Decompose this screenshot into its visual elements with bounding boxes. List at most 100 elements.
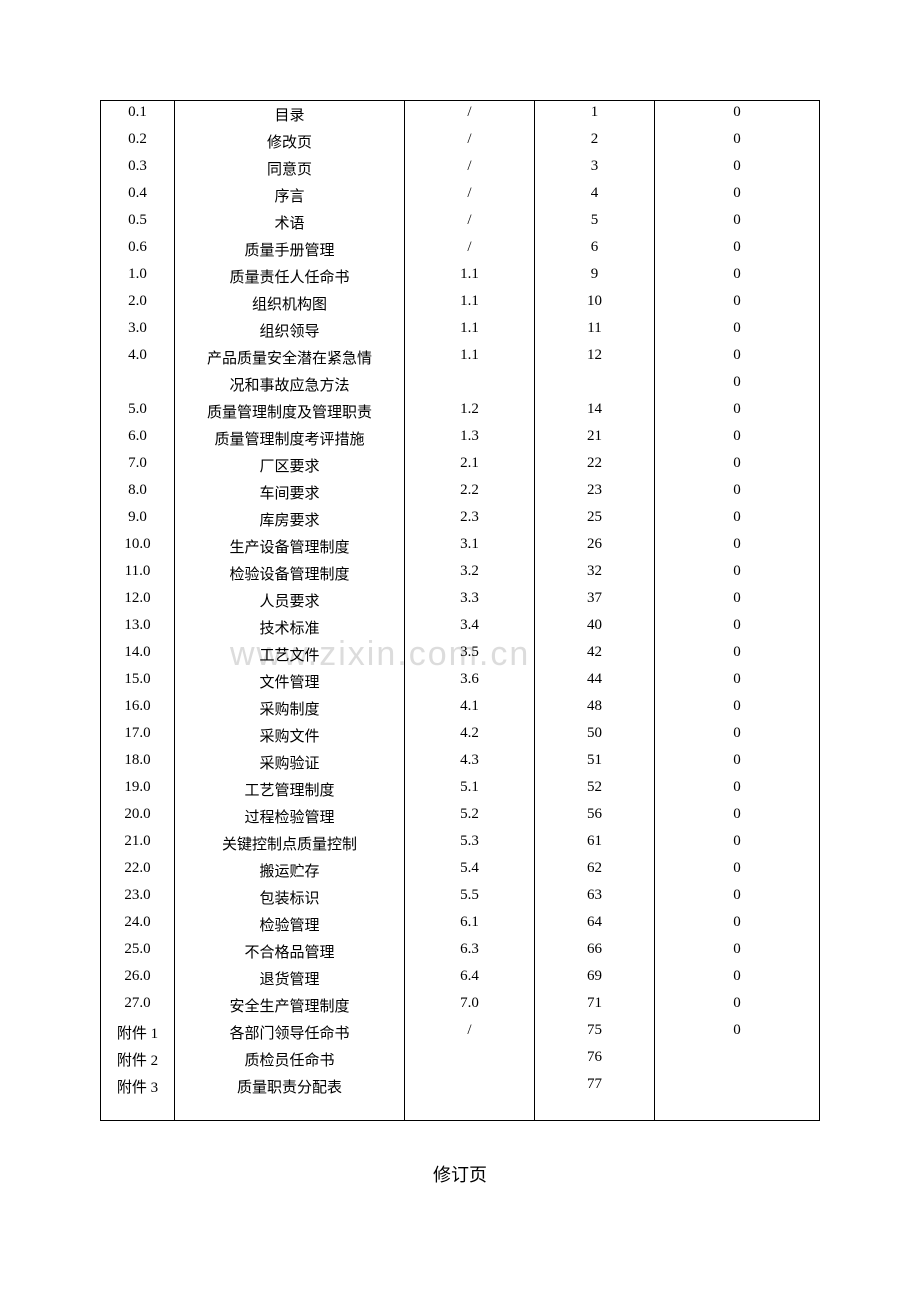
cell-page: 37: [535, 587, 655, 614]
cell-ref: 1.1: [405, 290, 535, 317]
cell-ref: 5.1: [405, 776, 535, 803]
cell-title: 检验设备管理制度: [175, 560, 405, 587]
cell-rev: 0: [655, 479, 819, 506]
table-row: 5.0质量管理制度及管理职责1.2140: [101, 398, 819, 425]
cell-page: 62: [535, 857, 655, 884]
table-row: 0.6质量手册管理/60: [101, 236, 819, 263]
cell-rev: 0: [655, 668, 819, 695]
cell-page: 44: [535, 668, 655, 695]
cell-page: 56: [535, 803, 655, 830]
cell-page: 75: [535, 1019, 655, 1046]
cell-section-number: 11.0: [101, 560, 175, 587]
cell-page: 2: [535, 128, 655, 155]
table-row: 20.0过程检验管理5.2560: [101, 803, 819, 830]
cell-page: 1: [535, 101, 655, 128]
cell-page: 22: [535, 452, 655, 479]
cell-section-number: 6.0: [101, 425, 175, 452]
cell-ref: 2.1: [405, 452, 535, 479]
cell-rev: 0: [655, 992, 819, 1019]
table-row: 22.0搬运贮存5.4620: [101, 857, 819, 884]
table-row: 0.2修改页/20: [101, 128, 819, 155]
cell-title: 退货管理: [175, 965, 405, 992]
cell-rev: 0: [655, 263, 819, 290]
cell-section-number: 14.0: [101, 641, 175, 668]
cell-section-number: 16.0: [101, 695, 175, 722]
cell-title: 组织领导: [175, 317, 405, 344]
cell-ref: 5.4: [405, 857, 535, 884]
cell-section-number: 13.0: [101, 614, 175, 641]
cell-section-number: 21.0: [101, 830, 175, 857]
cell-ref: [405, 1073, 535, 1100]
cell-ref: /: [405, 155, 535, 182]
cell-page: 71: [535, 992, 655, 1019]
cell-title: 质量职责分配表: [175, 1073, 405, 1100]
cell-ref: /: [405, 101, 535, 128]
cell-ref: 6.4: [405, 965, 535, 992]
cell-ref: 1.1: [405, 317, 535, 344]
cell-section-number: 0.6: [101, 236, 175, 263]
cell-ref: 5.2: [405, 803, 535, 830]
cell-page: 25: [535, 506, 655, 533]
table-row: 1.0质量责任人任命书1.190: [101, 263, 819, 290]
cell-ref: 2.2: [405, 479, 535, 506]
cell-ref: 4.2: [405, 722, 535, 749]
cell-rev: 0: [655, 317, 819, 344]
cell-page: 6: [535, 236, 655, 263]
table-row: 13.0技术标准3.4400: [101, 614, 819, 641]
cell-title: 人员要求: [175, 587, 405, 614]
cell-rev: 0: [655, 1019, 819, 1046]
cell-section-number: 25.0: [101, 938, 175, 965]
cell-ref: 3.3: [405, 587, 535, 614]
cell-ref: 5.3: [405, 830, 535, 857]
cell-rev: 0: [655, 398, 819, 425]
table-row: 11.0检验设备管理制度3.2320: [101, 560, 819, 587]
cell-page: [535, 371, 655, 398]
cell-title: 修改页: [175, 128, 405, 155]
cell-rev: 0: [655, 884, 819, 911]
cell-ref: /: [405, 128, 535, 155]
cell-title: 产品质量安全潜在紧急情: [175, 344, 405, 371]
cell-ref: 3.1: [405, 533, 535, 560]
cell-page: 64: [535, 911, 655, 938]
table-row: 25.0不合格品管理6.3660: [101, 938, 819, 965]
table-row: 14.0工艺文件3.5420: [101, 641, 819, 668]
cell-rev: 0: [655, 830, 819, 857]
page-title: 修订页: [100, 1161, 820, 1187]
cell-rev: 0: [655, 128, 819, 155]
cell-title: 各部门领导任命书: [175, 1019, 405, 1046]
cell-title: 安全生产管理制度: [175, 992, 405, 1019]
table-row: 10.0生产设备管理制度3.1260: [101, 533, 819, 560]
table-row: 27.0安全生产管理制度7.0710: [101, 992, 819, 1019]
cell-section-number: 26.0: [101, 965, 175, 992]
cell-page: 61: [535, 830, 655, 857]
cell-title: 搬运贮存: [175, 857, 405, 884]
cell-ref: 1.3: [405, 425, 535, 452]
cell-section-number: 5.0: [101, 398, 175, 425]
cell-ref: /: [405, 1019, 535, 1046]
cell-section-number: 1.0: [101, 263, 175, 290]
cell-section-number: 3.0: [101, 317, 175, 344]
cell-ref: 3.2: [405, 560, 535, 587]
cell-ref: 4.1: [405, 695, 535, 722]
table-row: 7.0厂区要求2.1220: [101, 452, 819, 479]
cell-page: 50: [535, 722, 655, 749]
cell-rev: 0: [655, 857, 819, 884]
cell-page: 42: [535, 641, 655, 668]
table-row: 21.0关键控制点质量控制5.3610: [101, 830, 819, 857]
cell-page: 10: [535, 290, 655, 317]
cell-title: 目录: [175, 101, 405, 128]
cell-page: 52: [535, 776, 655, 803]
cell-rev: 0: [655, 344, 819, 371]
cell-rev: 0: [655, 506, 819, 533]
cell-ref: 4.3: [405, 749, 535, 776]
cell-ref: 3.4: [405, 614, 535, 641]
table-row: 6.0质量管理制度考评措施1.3210: [101, 425, 819, 452]
cell-title: 检验管理: [175, 911, 405, 938]
cell-section-number: 19.0: [101, 776, 175, 803]
cell-ref: 5.5: [405, 884, 535, 911]
cell-section-number: 0.3: [101, 155, 175, 182]
cell-section-number: 10.0: [101, 533, 175, 560]
cell-rev: 0: [655, 938, 819, 965]
cell-rev: [655, 1073, 819, 1100]
cell-rev: 0: [655, 911, 819, 938]
